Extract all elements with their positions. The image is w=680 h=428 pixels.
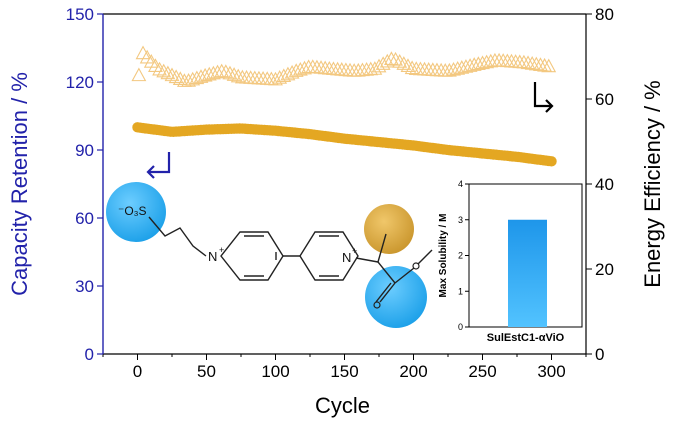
methyl-group-highlight bbox=[364, 204, 414, 254]
efficiency-point bbox=[458, 59, 474, 73]
x-tick-label: 150 bbox=[330, 362, 358, 381]
efficiency-point bbox=[388, 51, 403, 66]
efficiency-point bbox=[454, 60, 470, 74]
left-y-tick-label: 90 bbox=[75, 141, 94, 160]
efficiency-point bbox=[516, 54, 532, 69]
pyridinium-plus-left: + bbox=[219, 245, 224, 255]
right-y-axis-title: Energy Efficiency / % bbox=[640, 80, 665, 287]
energy-efficiency-series bbox=[131, 45, 557, 87]
efficiency-point bbox=[172, 71, 188, 85]
x-axis-title: Cycle bbox=[315, 393, 370, 418]
efficiency-point bbox=[168, 69, 184, 84]
pyridinium-n-right: N bbox=[342, 250, 351, 265]
efficiency-point bbox=[222, 65, 238, 80]
efficiency-point bbox=[383, 51, 399, 65]
right-y-tick-label: 80 bbox=[595, 5, 614, 24]
left-y-tick-label: 120 bbox=[66, 73, 94, 92]
efficiency-point bbox=[367, 61, 383, 75]
efficiency-point bbox=[475, 55, 490, 70]
efficiency-point bbox=[441, 62, 457, 77]
left-y-tick-label: 30 bbox=[75, 277, 94, 296]
right-axis-arrow bbox=[533, 82, 554, 113]
efficiency-point bbox=[524, 55, 540, 70]
inset-y-tick-label: 0 bbox=[458, 322, 463, 332]
x-tick-label: 250 bbox=[468, 362, 496, 381]
efficiency-point bbox=[152, 61, 168, 76]
main-axes: 0 50 100 150 200 250 3000306090120150020406080… bbox=[7, 5, 665, 418]
efficiency-point bbox=[201, 66, 217, 81]
inset-y-tick-label: 4 bbox=[458, 179, 463, 189]
inset-y-tick-label: 3 bbox=[458, 215, 463, 225]
efficiency-point bbox=[371, 58, 387, 73]
efficiency-point bbox=[520, 55, 536, 70]
efficiency-point bbox=[210, 64, 225, 79]
efficiency-point bbox=[214, 63, 230, 78]
sulfonate-label: ⁻O₃S bbox=[118, 204, 147, 218]
left-y-tick-label: 60 bbox=[75, 209, 94, 228]
efficiency-point bbox=[156, 63, 172, 78]
efficiency-point bbox=[528, 56, 544, 71]
right-y-tick-label: 20 bbox=[595, 260, 614, 279]
inset-y-tick-label: 1 bbox=[458, 286, 463, 296]
inset-y-tick-label: 2 bbox=[458, 251, 463, 261]
x-tick-label: 200 bbox=[399, 362, 427, 381]
efficiency-point bbox=[226, 67, 242, 81]
efficiency-point bbox=[396, 56, 412, 70]
efficiency-point bbox=[483, 53, 499, 68]
ester-oxygen-marker bbox=[412, 262, 420, 270]
efficiency-point bbox=[537, 57, 553, 72]
molecule-structure: ⁻O₃S N + N + bbox=[106, 182, 433, 328]
capacity-point bbox=[546, 156, 557, 167]
sulfonate-group-highlight bbox=[106, 182, 166, 242]
efficiency-point bbox=[541, 58, 557, 73]
left-y-tick-label: 0 bbox=[85, 345, 94, 364]
efficiency-point bbox=[470, 56, 486, 70]
efficiency-point bbox=[450, 60, 466, 75]
inset-y-axis-title: Max Solubility / M bbox=[438, 214, 449, 298]
data-series bbox=[131, 45, 557, 167]
x-tick-label: 0 bbox=[133, 362, 142, 381]
efficiency-point bbox=[218, 64, 234, 78]
efficiency-point bbox=[164, 67, 180, 82]
x-tick-label: 100 bbox=[261, 362, 289, 381]
left-axis-arrow bbox=[146, 152, 171, 179]
efficiency-point bbox=[404, 60, 420, 75]
efficiency-point bbox=[479, 54, 495, 69]
pyridinium-n-left: N bbox=[208, 249, 217, 264]
efficiency-point bbox=[379, 53, 395, 68]
efficiency-point bbox=[400, 58, 416, 72]
efficiency-point bbox=[230, 68, 246, 83]
efficiency-point bbox=[297, 60, 312, 75]
efficiency-point bbox=[392, 54, 408, 68]
efficiency-point bbox=[466, 57, 482, 71]
x-tick-label: 50 bbox=[197, 362, 216, 381]
efficiency-point bbox=[533, 57, 548, 71]
efficiency-point bbox=[375, 56, 391, 70]
efficiency-point bbox=[131, 67, 147, 82]
capacity-retention-series bbox=[132, 122, 557, 167]
max-solubility-inset: 0 1 2 3 4 SulEstC1-αViO Max Solubility / M bbox=[438, 179, 583, 344]
ester-group-highlight bbox=[365, 266, 427, 328]
x-tick-label: 300 bbox=[537, 362, 565, 381]
inset-category-label: SulEstC1-αViO bbox=[487, 332, 565, 344]
efficiency-point bbox=[446, 61, 461, 76]
left-y-tick-label: 150 bbox=[66, 5, 94, 24]
efficiency-point bbox=[462, 58, 478, 72]
right-y-tick-label: 0 bbox=[595, 345, 604, 364]
efficiency-point bbox=[160, 65, 176, 80]
pyridinium-plus-right: + bbox=[352, 246, 357, 256]
carbonyl-oxygen-marker bbox=[373, 301, 381, 309]
left-y-axis-title: Capacity Retention / % bbox=[7, 72, 32, 296]
right-y-tick-label: 40 bbox=[595, 175, 614, 194]
inset-bar bbox=[508, 219, 547, 327]
right-y-tick-label: 60 bbox=[595, 90, 614, 109]
efficiency-point bbox=[205, 65, 221, 80]
